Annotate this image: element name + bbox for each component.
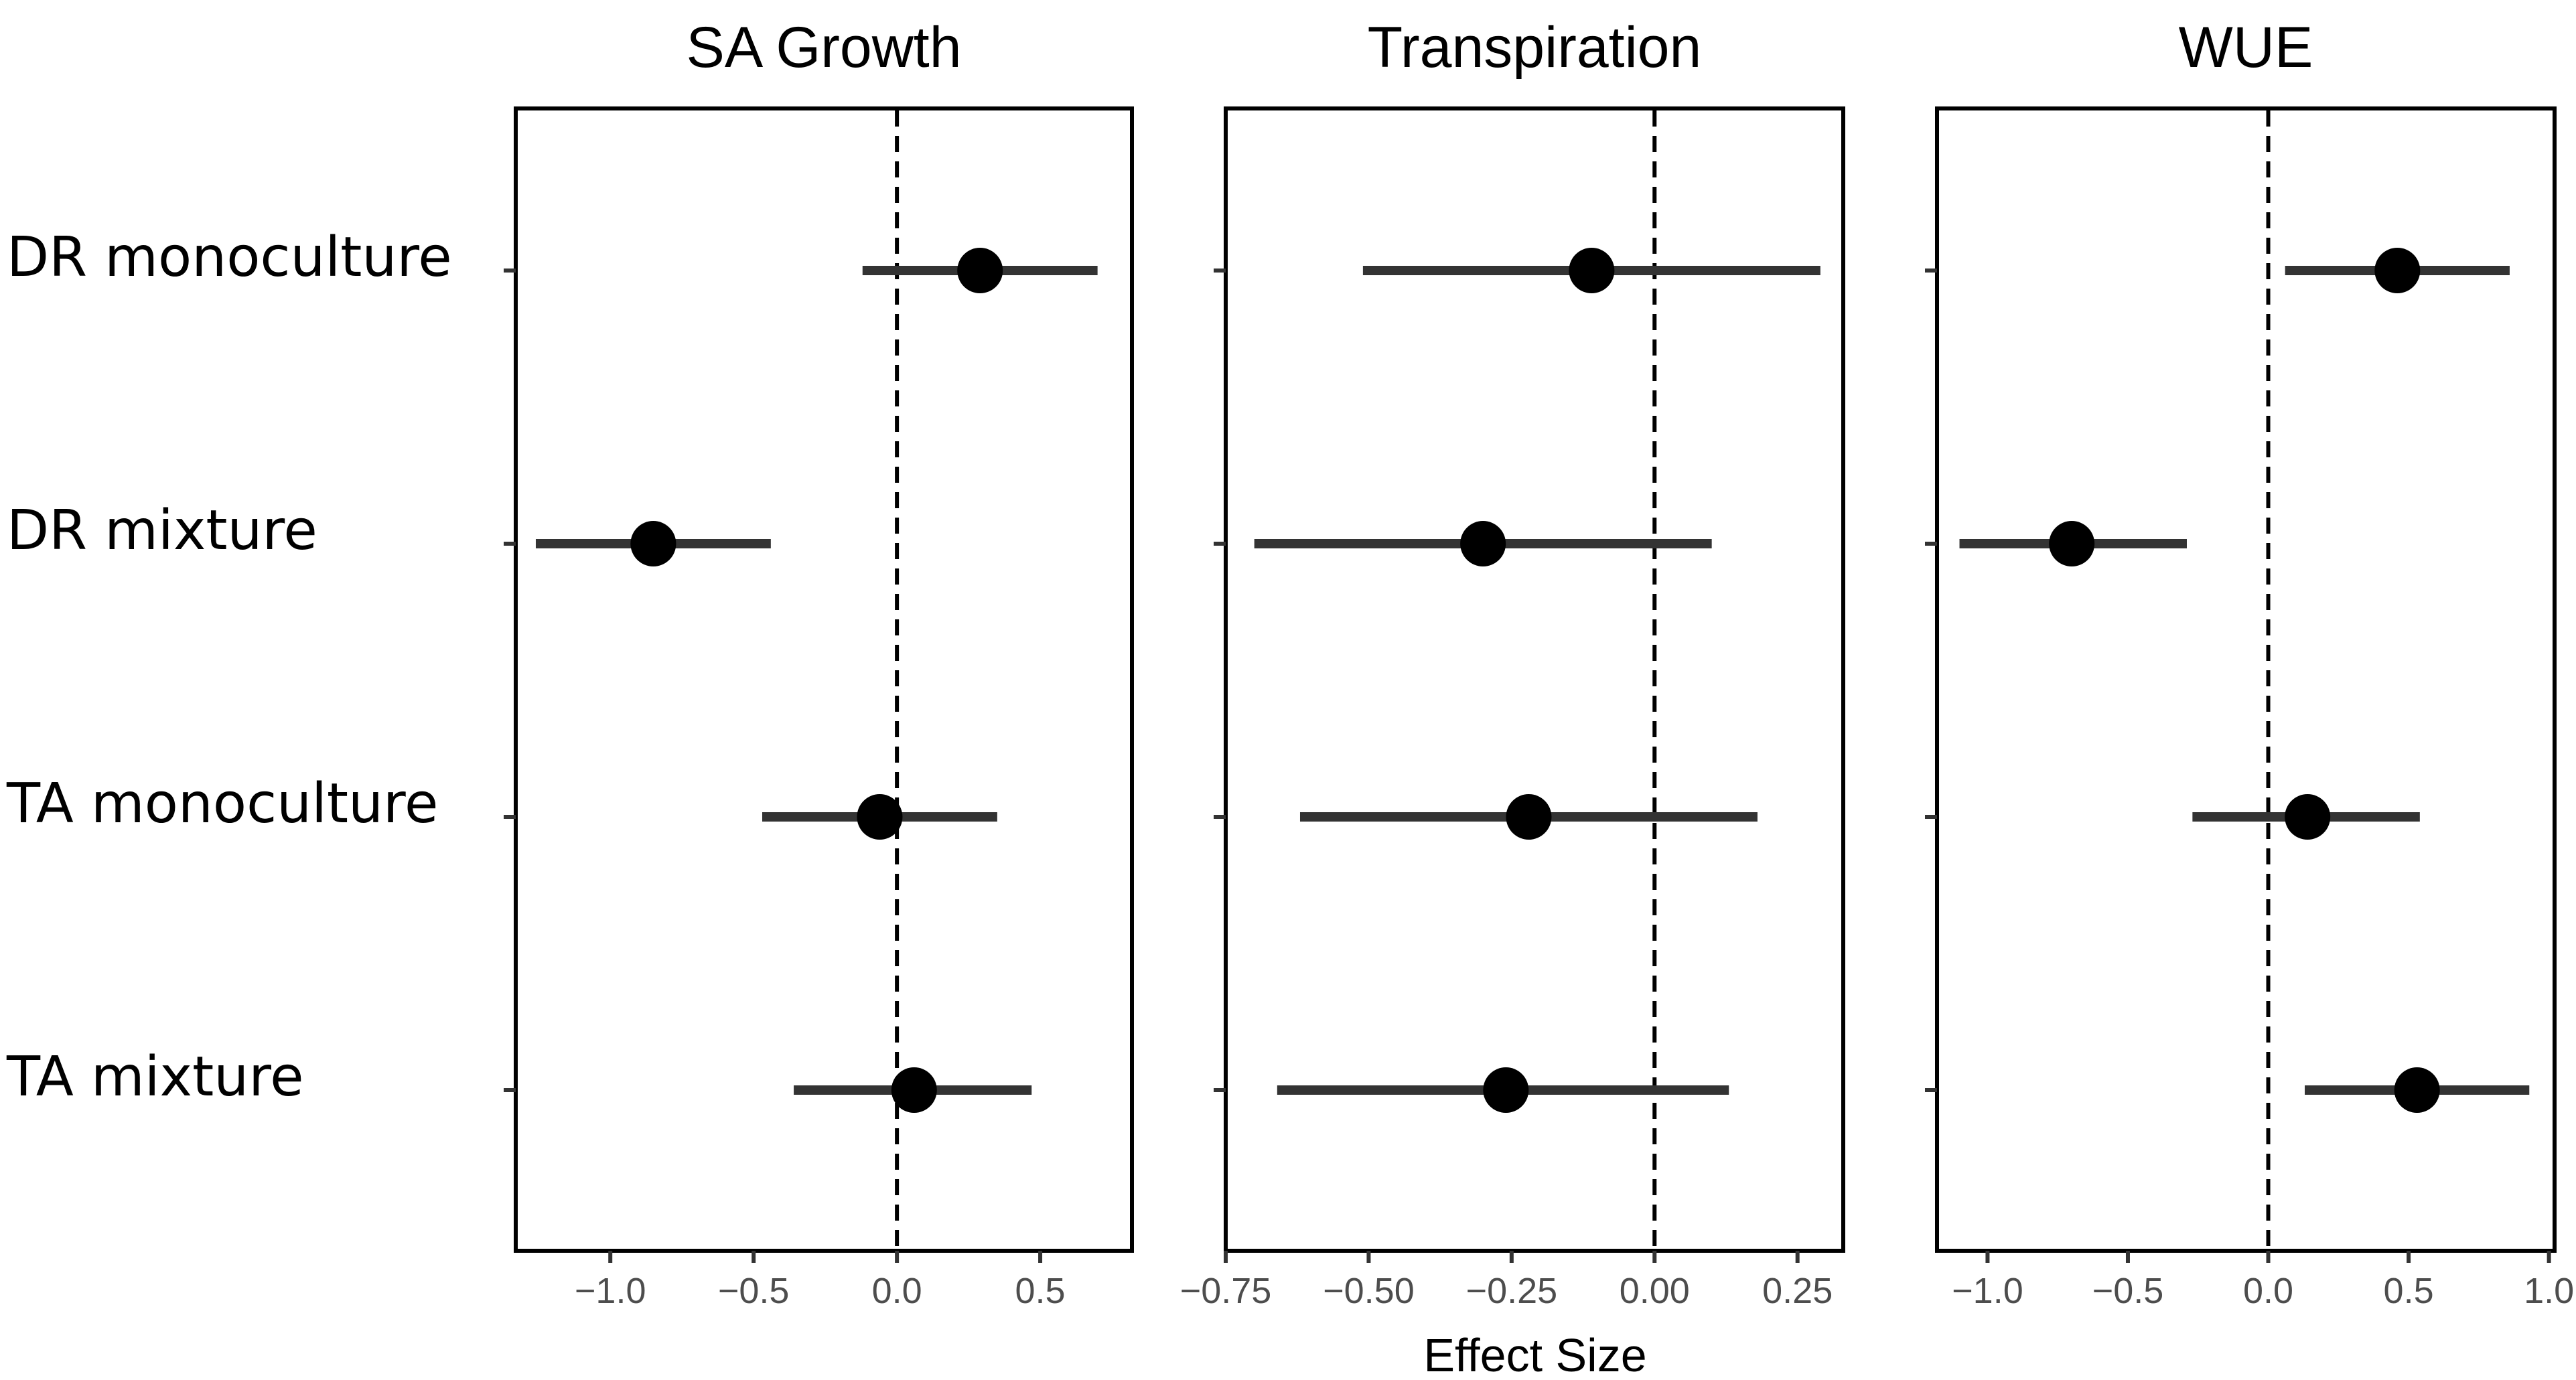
panels-group: SA Growth −1.0 −0.5 0.0 0.5 Transpiration −0.7… [504,15,2574,1311]
panel-title: SA Growth [686,15,961,80]
panel-frame [1224,106,1845,1253]
panel-sa-growth: SA Growth −1.0 −0.5 0.0 0.5 [504,15,1134,1311]
panel-frame [514,106,1134,1253]
effect-estimate-point [857,794,903,840]
x-tick-label: −0.5 [2092,1271,2164,1311]
panel-title: WUE [2179,15,2313,80]
x-tick-label: −0.25 [1466,1271,1558,1311]
x-tick-label: 0.0 [872,1271,922,1311]
panel-frame [1935,106,2557,1253]
category-label: DR monoculture [7,226,452,289]
category-labels: DR monoculture DR mixture TA monoculture TA… [6,226,452,1109]
x-tick-label: 1.0 [2524,1271,2574,1311]
x-tick-label: −1.0 [575,1271,646,1311]
x-tick-label: −1.0 [1952,1271,2023,1311]
x-tick-label: 0.5 [2384,1271,2434,1311]
effect-estimate-point [1569,248,1615,293]
effect-estimate-point [2285,794,2331,840]
effect-estimate-point [2374,248,2421,293]
effect-estimate-point [1460,521,1506,566]
effect-estimate-point [630,521,676,566]
effect-estimate-point [891,1067,937,1113]
category-label: DR mixture [7,499,317,562]
x-tick-label: 0.25 [1762,1271,1833,1311]
effect-estimate-point [2394,1067,2440,1113]
x-tick-label: −0.75 [1180,1271,1272,1311]
effect-estimate-point [957,248,1003,293]
effect-estimate-point [1483,1067,1529,1113]
x-tick-label: 0.5 [1015,1271,1066,1311]
effect-estimate-point [1506,794,1552,840]
x-tick-label: 0.0 [2243,1271,2293,1311]
category-label: TA mixture [6,1045,304,1109]
x-axis-title: Effect Size [1423,1329,1646,1380]
x-tick-label: −0.5 [718,1271,790,1311]
x-tick-label: −0.50 [1323,1271,1415,1311]
panel-transpiration: Transpiration −0.75 −0.50 −0.25 0.00 0.25 [1180,15,1845,1311]
category-label: TA monoculture [6,772,438,836]
panel-title: Transpiration [1368,15,1702,80]
effect-estimate-point [2049,521,2095,566]
panel-wue: WUE −1.0 −0.5 0.0 0.5 1.0 [1925,15,2574,1311]
x-tick-label: 0.00 [1620,1271,1690,1311]
